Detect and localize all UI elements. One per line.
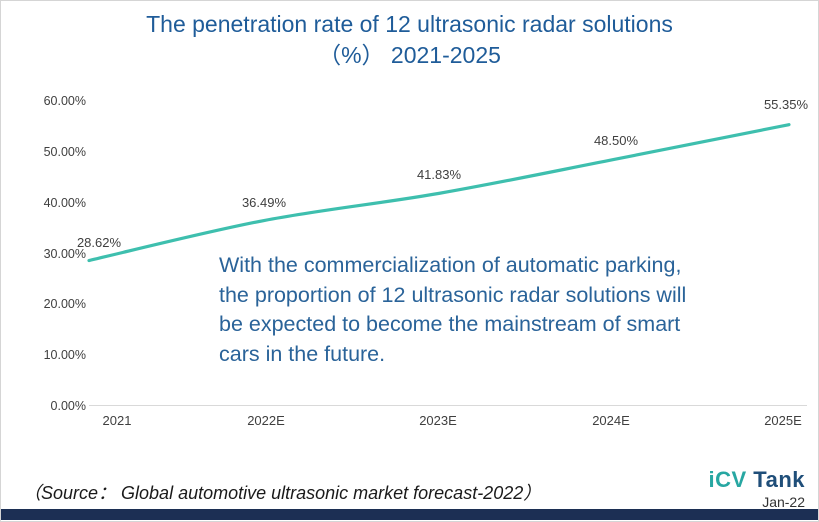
chart-title-line2: （%） 2021-2025	[318, 42, 501, 68]
logo-icv-text: iCV	[708, 467, 747, 492]
icv-tank-logo: iCV Tank	[708, 467, 805, 493]
y-axis-tick-label: 50.00%	[43, 144, 86, 159]
logo-tank-text: Tank	[746, 467, 805, 492]
y-axis-tick-label: 60.00%	[43, 94, 86, 108]
chart-title-line1: The penetration rate of 12 ultrasonic ra…	[146, 11, 673, 37]
x-axis-line	[89, 405, 807, 406]
bottom-accent-bar	[1, 509, 818, 520]
line-series-path	[87, 123, 791, 263]
data-point-label: 48.50%	[593, 133, 639, 149]
y-axis-tick-label: 30.00%	[43, 246, 86, 261]
y-axis-tick-label: 40.00%	[43, 195, 86, 210]
chart-title: The penetration rate of 12 ultrasonic ra…	[1, 9, 818, 71]
y-axis-tick-label: 20.00%	[43, 297, 86, 312]
annotation-line: cars in the future.	[219, 341, 386, 366]
data-point-label: 55.35%	[763, 96, 809, 112]
y-axis-tick-label: 0.00%	[50, 399, 86, 413]
source-note: （Source： Global automotive ultrasonic ma…	[23, 483, 542, 503]
x-axis-tick-label: 2025E	[764, 413, 802, 428]
annotation-line: With the commercialization of automatic …	[219, 253, 682, 277]
data-point-label: 36.49%	[241, 194, 287, 210]
x-axis-tick-label: 2022E	[247, 413, 285, 428]
y-axis-tick-label: 10.00%	[43, 348, 86, 363]
data-point-label: 28.62%	[76, 234, 122, 250]
data-point-label: 41.83%	[416, 167, 462, 183]
chart-annotation: With the commercialization of automatic …	[219, 251, 739, 369]
x-axis-tick-label: 2021	[102, 413, 132, 428]
x-axis-tick-label: 2024E	[592, 413, 630, 428]
annotation-line: be expected to become the mainstream of …	[219, 312, 681, 336]
x-axis-tick-label: 2023E	[419, 413, 457, 428]
report-date: Jan-22	[762, 494, 805, 510]
annotation-line: the proportion of 12 ultrasonic radar so…	[219, 282, 687, 307]
